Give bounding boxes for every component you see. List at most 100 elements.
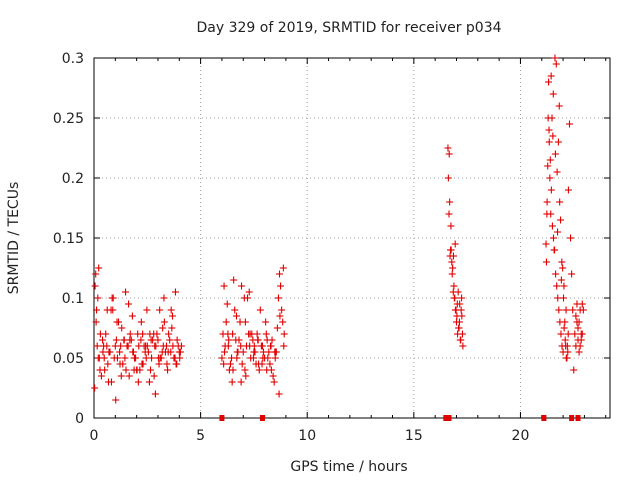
data-point [99, 348, 107, 356]
data-point [272, 348, 280, 356]
data-point [171, 288, 179, 296]
x-tick-label: 20 [512, 428, 530, 444]
data-point [142, 342, 150, 350]
data-point [447, 246, 455, 254]
baseline-marker [446, 415, 452, 421]
data-point [174, 342, 182, 350]
data-point [163, 360, 171, 368]
data-point [255, 366, 263, 374]
data-point [447, 222, 455, 230]
data-point [573, 300, 581, 308]
data-point [240, 294, 248, 302]
data-point [147, 366, 155, 374]
data-point [454, 288, 462, 296]
data-point [122, 366, 130, 374]
y-tick-label: 0.2 [62, 171, 84, 187]
data-point [176, 354, 184, 362]
data-point [565, 120, 573, 128]
grid-layer [94, 58, 610, 418]
data-point [122, 288, 130, 296]
data-point [547, 72, 555, 80]
data-point [220, 348, 228, 356]
data-point [129, 348, 137, 356]
data-point [280, 330, 288, 338]
data-point [548, 114, 556, 122]
data-point [164, 366, 172, 374]
data-point [542, 240, 550, 248]
data-point [262, 318, 270, 326]
data-point [165, 330, 173, 338]
data-point [567, 234, 575, 242]
data-point [112, 396, 120, 404]
data-point [128, 312, 136, 320]
data-point [267, 366, 275, 374]
data-point [557, 330, 565, 338]
data-point [545, 138, 553, 146]
data-point [168, 324, 176, 332]
data-point [561, 336, 569, 344]
data-point [155, 360, 163, 368]
data-point [164, 348, 172, 356]
data-point [570, 366, 578, 374]
data-point [126, 330, 134, 338]
data-point [575, 318, 583, 326]
data-point [121, 354, 129, 362]
data-point [455, 324, 463, 332]
data-point [259, 354, 267, 362]
data-point [554, 138, 562, 146]
baseline-markers [219, 415, 581, 421]
data-point [233, 348, 241, 356]
data-point [225, 336, 233, 344]
data-point [241, 366, 249, 374]
data-point [112, 336, 120, 344]
data-point [167, 306, 175, 314]
data-point [245, 288, 253, 296]
data-point [444, 174, 452, 182]
data-point [568, 270, 576, 278]
chart-title: Day 329 of 2019, SRMTID for receiver p03… [196, 20, 501, 36]
data-point [100, 354, 108, 362]
baseline-marker [575, 415, 581, 421]
data-point [110, 354, 118, 362]
data-point [563, 354, 571, 362]
data-point [572, 312, 580, 320]
data-point [144, 348, 152, 356]
baseline-marker [219, 415, 225, 421]
data-point [150, 372, 158, 380]
data-point [92, 270, 100, 278]
data-point [117, 372, 125, 380]
data-point [448, 258, 456, 266]
data-point [579, 306, 587, 314]
data-point [218, 354, 226, 362]
baseline-marker [541, 415, 547, 421]
y-axis-label: SRMTID / TECUs [6, 182, 22, 295]
data-point [159, 342, 167, 350]
y-tick-label: 0.25 [53, 111, 84, 127]
data-point [445, 150, 453, 158]
ticks-layer: 0 5 10 15 20 0 0.05 0.1 0.15 0.2 0.25 0.3 [53, 51, 610, 444]
data-point [160, 318, 168, 326]
data-point [449, 252, 457, 260]
data-point [569, 306, 577, 314]
data-point [444, 144, 452, 152]
x-tick-label: 10 [298, 428, 316, 444]
data-point [246, 330, 254, 338]
data-point [273, 324, 281, 332]
data-point [176, 348, 184, 356]
data-point [274, 294, 282, 302]
data-point [92, 318, 100, 326]
data-point [450, 282, 458, 290]
data-point [557, 216, 565, 224]
data-point [137, 336, 145, 344]
data-point [220, 282, 228, 290]
data-point [236, 318, 244, 326]
data-point [118, 324, 126, 332]
plot-frame [93, 57, 611, 419]
data-point [269, 372, 277, 380]
data-point [275, 390, 283, 398]
data-point [257, 342, 265, 350]
data-point [545, 78, 553, 86]
data-point [547, 186, 555, 194]
data-point [232, 336, 240, 344]
data-point [279, 264, 287, 272]
